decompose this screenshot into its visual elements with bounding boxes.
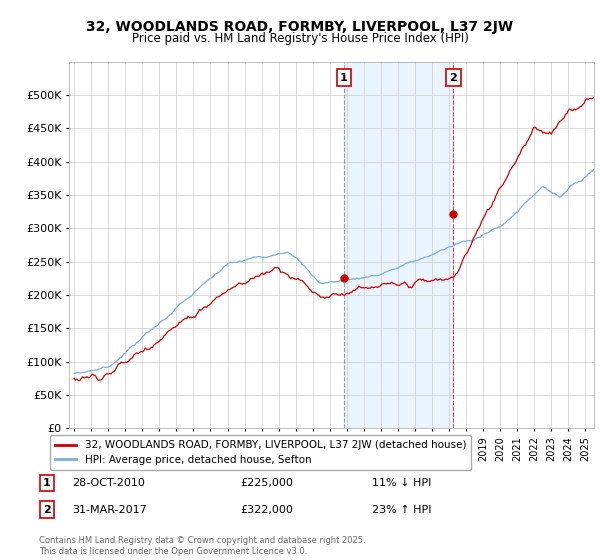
Text: £225,000: £225,000 [240,478,293,488]
Text: 11% ↓ HPI: 11% ↓ HPI [372,478,431,488]
Text: 2: 2 [43,505,50,515]
Text: 32, WOODLANDS ROAD, FORMBY, LIVERPOOL, L37 2JW: 32, WOODLANDS ROAD, FORMBY, LIVERPOOL, L… [86,20,514,34]
Text: Contains HM Land Registry data © Crown copyright and database right 2025.
This d: Contains HM Land Registry data © Crown c… [39,536,365,556]
Text: Price paid vs. HM Land Registry's House Price Index (HPI): Price paid vs. HM Land Registry's House … [131,32,469,45]
Text: 23% ↑ HPI: 23% ↑ HPI [372,505,431,515]
Text: £322,000: £322,000 [240,505,293,515]
Text: 1: 1 [340,73,348,83]
Legend: 32, WOODLANDS ROAD, FORMBY, LIVERPOOL, L37 2JW (detached house), HPI: Average pr: 32, WOODLANDS ROAD, FORMBY, LIVERPOOL, L… [50,435,471,470]
Text: 28-OCT-2010: 28-OCT-2010 [72,478,145,488]
Text: 31-MAR-2017: 31-MAR-2017 [72,505,147,515]
Text: 2: 2 [449,73,457,83]
Bar [344,62,454,428]
Text: 1: 1 [43,478,50,488]
